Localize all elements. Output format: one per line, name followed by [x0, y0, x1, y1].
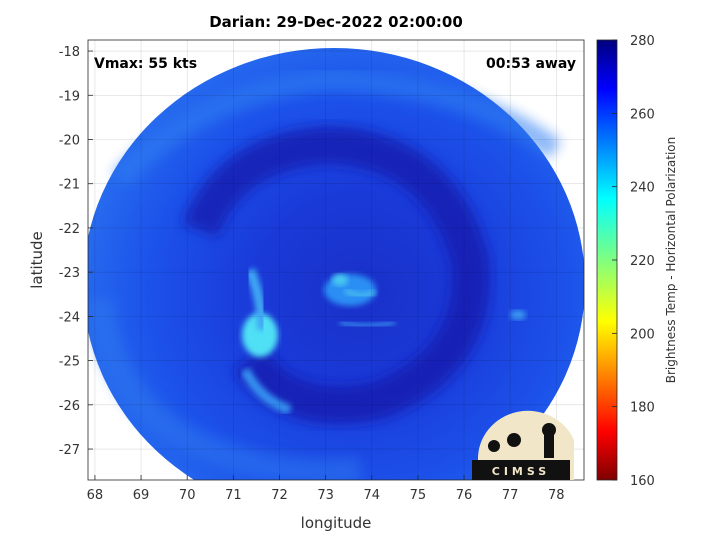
y-tick-label: -19: [59, 89, 80, 104]
logo-text: CIMSS: [492, 465, 550, 478]
x-tick-label: 78: [548, 488, 565, 503]
x-tick-label: 72: [271, 488, 288, 503]
microwave-swath: [88, 48, 584, 480]
colorbar-ticks: 280 260 240 220 200 180 160: [612, 34, 655, 489]
x-tick-label: 69: [133, 488, 150, 503]
time-away-label: 00:53 away: [486, 56, 576, 72]
colorbar-tick-label: 260: [630, 107, 655, 122]
satellite-dish-icon: [488, 440, 500, 452]
satellite-dish-icon: [507, 433, 521, 447]
y-tick-label: -27: [59, 443, 80, 458]
y-tick-label: -21: [59, 178, 80, 193]
eye-region: [324, 274, 376, 306]
cyan-rainband: [242, 313, 278, 357]
vmax-label: Vmax: 55 kts: [94, 56, 197, 72]
y-tick-label: -18: [59, 45, 80, 60]
y-tick-label: -24: [59, 310, 80, 325]
rainband-trail: [245, 268, 267, 331]
y-axis-title: latitude: [28, 231, 46, 289]
cimss-logo: CIMSS: [472, 410, 574, 480]
x-tick-label: 68: [87, 488, 104, 503]
plot-frame: [87, 39, 585, 481]
eye-bright-spot: [332, 274, 348, 286]
x-tick-label: 75: [410, 488, 427, 503]
water-tower-icon: [544, 432, 554, 458]
x-tick-label: 77: [502, 488, 519, 503]
y-tick-label: -22: [59, 222, 80, 237]
x-axis: 68 69 70 71 72 73 74 75 76 77 78: [87, 475, 565, 503]
colorbar-tick-label: 160: [630, 474, 655, 489]
y-tick-label: -25: [59, 355, 80, 370]
map-title: Darian: 29-Dec-2022 02:00:00: [209, 13, 463, 31]
y-tick-label: -23: [59, 266, 80, 281]
colorbar-tick-label: 280: [630, 34, 655, 49]
x-tick-label: 76: [456, 488, 473, 503]
swath-layer: [88, 48, 584, 480]
inner-rainband: [339, 320, 396, 328]
outer-band: [88, 298, 362, 480]
colorbar-tick-label: 180: [630, 401, 655, 416]
spiral-band: [182, 125, 490, 424]
x-tick-label: 73: [317, 488, 334, 503]
outer-band: [111, 68, 562, 188]
rainband-trail: [240, 367, 292, 415]
colorbar-tick-label: 220: [630, 254, 655, 269]
y-tick-label: -26: [59, 399, 80, 414]
east-feature: [510, 310, 526, 320]
water-tower-icon: [542, 423, 556, 437]
y-axis: -18 -19 -20 -21 -22 -23 -24 -25 -26 -27: [59, 45, 93, 458]
colorbar-tick-label: 200: [630, 327, 655, 342]
x-axis-title: longitude: [301, 514, 372, 532]
colorbar-title: Brightness Temp - Horizontal Polarizatio…: [664, 137, 678, 384]
x-tick-label: 71: [225, 488, 242, 503]
y-tick-label: -20: [59, 133, 80, 148]
logo-banner: [472, 460, 570, 480]
colorbar-tick-label: 240: [630, 181, 655, 196]
x-tick-label: 74: [363, 488, 380, 503]
x-tick-label: 70: [179, 488, 196, 503]
eye-arc: [343, 287, 377, 298]
